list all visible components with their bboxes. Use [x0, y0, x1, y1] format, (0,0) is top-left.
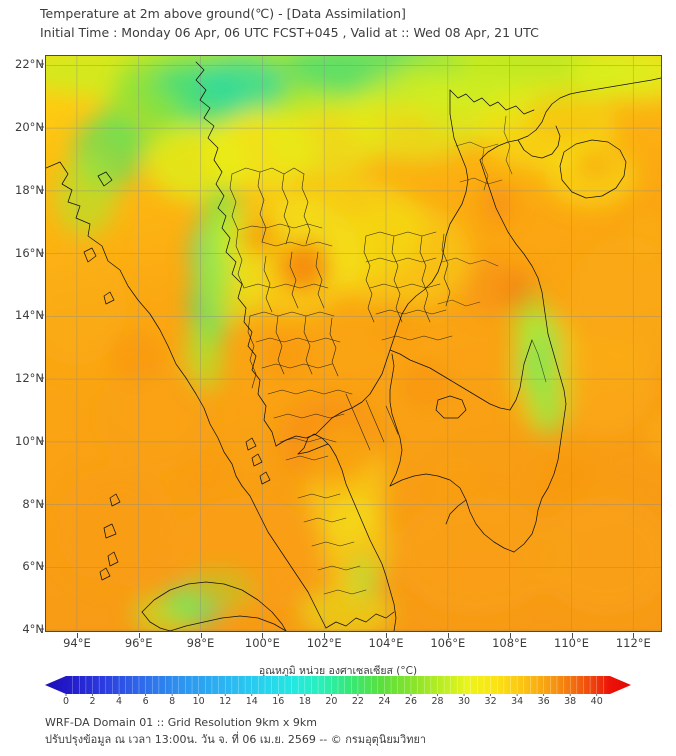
page-title: Temperature at 2m above ground(℃) - [Dat… [40, 6, 406, 21]
xtick-104E: 104°E [368, 636, 404, 650]
ytick-14N: 14°N [15, 308, 44, 323]
xtick-98E: 98°E [186, 636, 215, 650]
colorbar-tick-2: 2 [89, 696, 96, 707]
colorbar-tick-32: 32 [484, 696, 497, 707]
colorbar-tick-14: 14 [245, 696, 258, 707]
coastlines-and-borders [46, 61, 661, 631]
colorbar-tick-18: 18 [298, 696, 311, 707]
xtick-108E: 108°E [492, 636, 528, 650]
xtick-100E: 100°E [244, 636, 280, 650]
ytick-4N: 4°N [22, 622, 44, 637]
ytick-12N: 12°N [15, 371, 44, 386]
colorbar-tick-8: 8 [169, 696, 176, 707]
colorbar-tick-24: 24 [378, 696, 391, 707]
ytick-6N: 6°N [22, 559, 44, 574]
colorbar-tick-10: 10 [192, 696, 205, 707]
colorbar-tick-0: 0 [62, 696, 70, 707]
colorbar-tick-4: 4 [116, 696, 123, 707]
ytick-8N: 8°N [22, 496, 44, 511]
colorbar: อุณหภูมิ หน่วย องศาเซลเซียส (°C) 0 2 4 6 8 10… [0, 660, 676, 712]
colorbar-tick-26: 26 [404, 696, 418, 707]
xtick-102E: 102°E [306, 636, 342, 650]
xtick-110E: 110°E [554, 636, 589, 650]
temperature-raster [46, 56, 661, 631]
footer-block: WRF-DA Domain 01 :: Grid Resolution 9km … [45, 714, 645, 748]
xtick-94E: 94°E [63, 636, 91, 650]
colorbar-tick-20: 20 [325, 696, 338, 707]
latitude-axis: 22°N 20°N 18°N 16°N 14°N 12°N 10°N 8°N 6… [0, 0, 44, 660]
longitude-axis: 94°E 96°E 98°E 100°E 102°E 104°E 106°E 1… [63, 633, 651, 650]
model-info: WRF-DA Domain 01 :: Grid Resolution 9km … [45, 716, 317, 729]
ytick-16N: 16°N [15, 245, 44, 260]
temperature-field [46, 56, 661, 631]
colorbar-tick-34: 34 [511, 696, 524, 707]
xtick-96E: 96°E [124, 636, 153, 650]
map-figure: 22°N 20°N 18°N 16°N 14°N 12°N 10°N 8°N 6… [0, 0, 662, 660]
colorbar-tick-12: 12 [219, 696, 232, 707]
forecast-time-subtitle: Initial Time : Monday 06 Apr, 06 UTC FCS… [40, 25, 539, 40]
ytick-10N: 10°N [15, 433, 44, 448]
colorbar-tick-30: 30 [458, 696, 471, 707]
xtick-106E: 106°E [430, 636, 466, 650]
title-block: Temperature at 2m above ground(℃) - [Dat… [40, 4, 660, 42]
ytick-22N: 22°N [15, 57, 44, 72]
colorbar-tick-40: 40 [590, 696, 603, 707]
colorbar-tick-22: 22 [351, 696, 364, 707]
ytick-20N: 20°N [15, 120, 44, 135]
colorbar-tick-16: 16 [272, 696, 285, 707]
colorbar-tick-6: 6 [142, 696, 149, 707]
colorbar-scale [45, 676, 631, 696]
colorbar-tick-28: 28 [431, 696, 444, 707]
map-plot-area[interactable] [45, 55, 662, 632]
map-gridlines [46, 56, 661, 631]
xtick-112E: 112°E [615, 636, 651, 650]
ytick-18N: 18°N [15, 182, 44, 197]
colorbar-tick-36: 36 [537, 696, 550, 707]
colorbar-title: อุณหภูมิ หน่วย องศาเซลเซียส (°C) [258, 665, 418, 677]
colorbar-tick-38: 38 [564, 696, 577, 707]
update-credit: ปรับปรุงข้อมูล ณ เวลา 13:00น. วัน จ. ที่… [45, 733, 427, 746]
